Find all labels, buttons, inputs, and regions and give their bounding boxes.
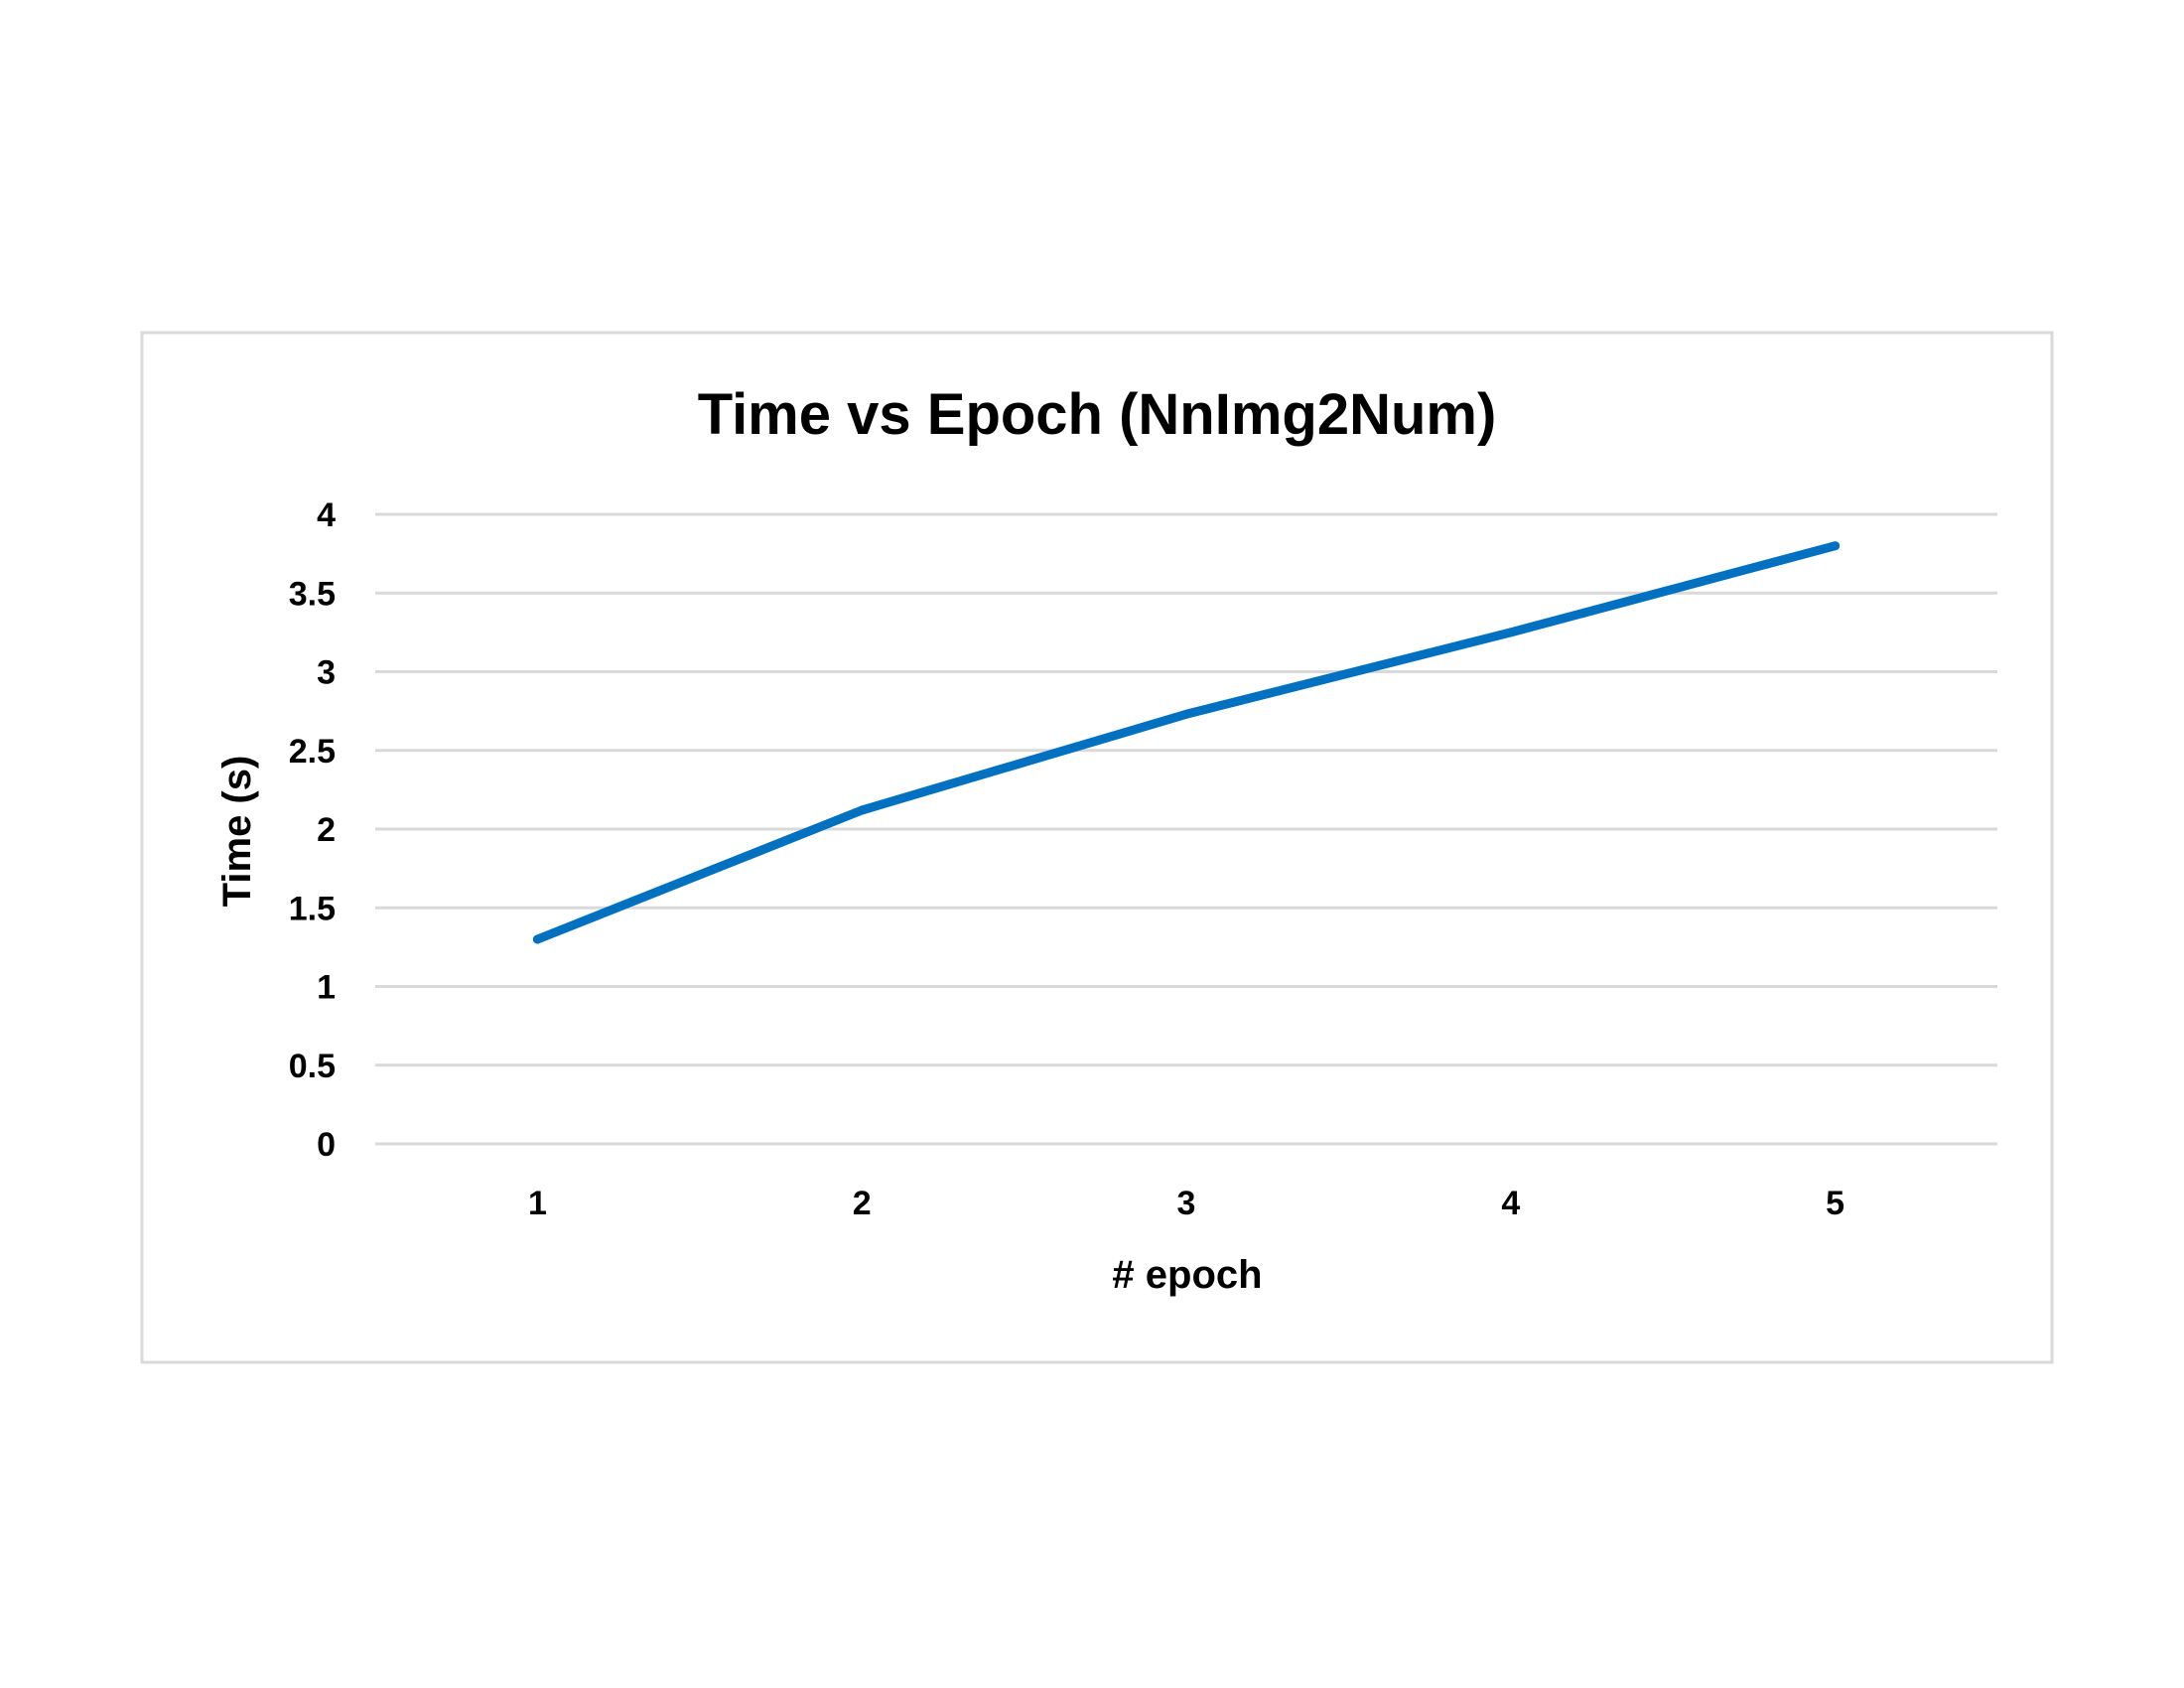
x-tick-label: 5 (1826, 1185, 1844, 1222)
y-tick-label: 3.5 (289, 575, 336, 613)
data-point (1831, 541, 1841, 551)
x-axis-title: # epoch (1112, 1253, 1262, 1297)
y-tick-label: 0 (317, 1126, 336, 1164)
y-tick-label: 3 (317, 654, 336, 692)
data-point (1181, 709, 1191, 719)
y-tick-label: 4 (317, 496, 336, 534)
chart-frame (140, 331, 2054, 1364)
y-tick-label: 2 (317, 811, 336, 849)
y-tick-label: 0.5 (289, 1048, 336, 1085)
y-axis-tick-labels: 0 0.5 1 1.5 2 2.5 3 3.5 4 (289, 496, 336, 1164)
x-tick-label: 3 (1177, 1185, 1196, 1222)
y-axis-title: Time (s) (215, 756, 259, 908)
series-lines (532, 541, 1841, 944)
x-axis-tick-labels: 1 2 3 4 5 (528, 1185, 1844, 1222)
y-tick-label: 1 (317, 969, 336, 1007)
x-tick-label: 1 (528, 1185, 547, 1222)
data-point (1506, 628, 1516, 637)
chart-title: Time vs Epoch (NnImg2Num) (698, 382, 1497, 447)
y-tick-label: 1.5 (289, 890, 336, 927)
data-point (532, 934, 542, 944)
x-tick-label: 2 (853, 1185, 872, 1222)
gridlines (375, 512, 1997, 1146)
data-point (857, 805, 867, 815)
y-tick-label: 2.5 (289, 733, 336, 771)
x-tick-label: 4 (1501, 1185, 1520, 1222)
